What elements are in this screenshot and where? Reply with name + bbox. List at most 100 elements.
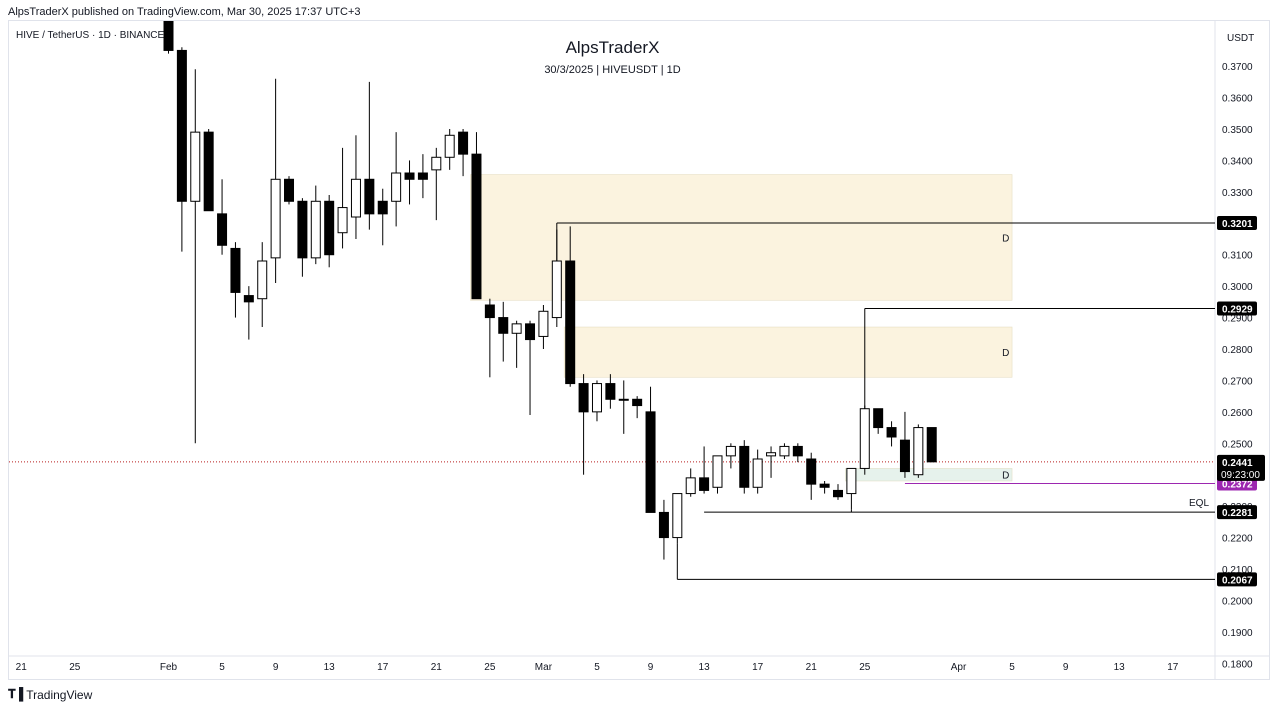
candle-body-31[interactable]: [578, 383, 589, 413]
candle-body-0[interactable]: [163, 13, 174, 51]
candle-body-27[interactable]: [525, 323, 536, 341]
price-badge-0.2929[interactable]: [1217, 301, 1257, 316]
candle-body-7[interactable]: [257, 260, 268, 300]
last-price-badge[interactable]: [1217, 454, 1265, 481]
candle-body-17[interactable]: [391, 172, 402, 202]
y-tick-label-0.2100: 0.2100: [1222, 565, 1253, 576]
candle-body-50[interactable]: [833, 489, 843, 498]
y-axis-unit-label: USDT: [1227, 33, 1254, 44]
candle-body-35[interactable]: [632, 398, 643, 407]
candle-body-25[interactable]: [498, 317, 509, 334]
x-tick-label-18: 9: [1063, 662, 1069, 673]
price-badge-0.2929-text: 0.2929: [1222, 304, 1253, 315]
candle-body-30[interactable]: [565, 260, 576, 385]
demand-zone-3[interactable]: [845, 468, 1013, 482]
price-badge-0.2067[interactable]: [1217, 572, 1257, 587]
candle-body-36[interactable]: [645, 411, 656, 513]
price-badge-0.2281[interactable]: [1217, 505, 1257, 520]
candle-body-14[interactable]: [350, 178, 361, 218]
candle-body-23[interactable]: [471, 153, 482, 300]
x-tick-label-6: 17: [377, 662, 389, 673]
candle-body-57[interactable]: [926, 427, 937, 463]
candle-body-34[interactable]: [618, 398, 629, 401]
candle-body-29[interactable]: [551, 260, 562, 319]
y-tick-label-0.2200: 0.2200: [1222, 534, 1253, 545]
candle-body-41[interactable]: [712, 455, 723, 488]
x-tick-label-19: 13: [1114, 662, 1126, 673]
footer-brand[interactable]: 𝐓▐ TradingView: [8, 687, 92, 702]
candle-body-53[interactable]: [873, 408, 884, 429]
candle-body-32[interactable]: [591, 383, 602, 413]
x-tick-label-9: Mar: [535, 662, 553, 673]
candle-body-47[interactable]: [792, 445, 803, 457]
candle-body-44[interactable]: [752, 458, 763, 488]
candle-body-38[interactable]: [672, 493, 683, 539]
candle-body-52[interactable]: [859, 408, 870, 469]
publisher-caption: AlpsTraderX published on TradingView.com…: [8, 6, 361, 18]
y-tick-label-0.2800: 0.2800: [1222, 345, 1253, 356]
y-tick-label-0.3000: 0.3000: [1222, 282, 1253, 293]
x-tick-label-15: 25: [859, 662, 871, 673]
candle-body-4[interactable]: [217, 213, 228, 246]
candle-body-24[interactable]: [484, 304, 495, 319]
candle-body-33[interactable]: [605, 383, 616, 400]
candle-body-22[interactable]: [458, 131, 469, 155]
candle-body-16[interactable]: [377, 200, 388, 215]
y-tick-label-0.2700: 0.2700: [1222, 376, 1253, 387]
demand-zone-1[interactable]: [470, 174, 1013, 301]
candle-body-20[interactable]: [431, 156, 442, 171]
x-tick-label-13: 17: [752, 662, 764, 673]
x-tick-label-1: 25: [69, 662, 81, 673]
candle-body-46[interactable]: [779, 445, 790, 457]
candle-body-40[interactable]: [699, 477, 710, 491]
candle-body-6[interactable]: [243, 295, 254, 303]
x-tick-label-17: 5: [1009, 662, 1015, 673]
candle-body-2[interactable]: [190, 131, 201, 202]
candle-body-56[interactable]: [913, 427, 924, 476]
last-price-value: 0.2441: [1222, 458, 1253, 469]
candle-body-13[interactable]: [337, 207, 348, 234]
price-badge-0.3201[interactable]: [1217, 215, 1257, 230]
candle-body-26[interactable]: [511, 323, 522, 334]
zone-label-2: D: [1002, 348, 1009, 359]
candle-body-55[interactable]: [899, 439, 910, 473]
y-tick-label-0.3600: 0.3600: [1222, 94, 1253, 105]
x-tick-label-7: 21: [431, 662, 443, 673]
tradingview-logo-icon: 𝐓▐: [8, 687, 23, 701]
x-tick-label-14: 21: [806, 662, 818, 673]
x-tick-label-11: 9: [648, 662, 654, 673]
x-tick-label-10: 5: [594, 662, 600, 673]
candle-body-45[interactable]: [766, 452, 777, 457]
candle-body-21[interactable]: [444, 134, 455, 158]
y-tick-label-0.1800: 0.1800: [1222, 659, 1253, 670]
demand-zone-2[interactable]: [563, 326, 1013, 378]
candle-body-43[interactable]: [739, 445, 750, 488]
candle-body-48[interactable]: [806, 458, 817, 485]
candle-body-12[interactable]: [324, 200, 335, 256]
x-tick-label-16: Apr: [951, 662, 967, 673]
y-tick-label-0.3300: 0.3300: [1222, 188, 1253, 199]
candle-body-11[interactable]: [310, 200, 321, 259]
candle-body-1[interactable]: [176, 49, 187, 202]
candle-body-18[interactable]: [404, 172, 415, 180]
candle-body-49[interactable]: [819, 483, 830, 488]
candle-body-54[interactable]: [886, 427, 897, 438]
candles-group: [163, 13, 937, 560]
candle-body-37[interactable]: [658, 511, 669, 539]
ticker-label[interactable]: HIVE / TetherUS · 1D · BINANCE: [16, 30, 165, 41]
candle-body-10[interactable]: [297, 200, 308, 259]
candle-body-28[interactable]: [538, 310, 549, 337]
candle-body-19[interactable]: [417, 172, 428, 180]
candle-body-42[interactable]: [725, 445, 736, 457]
y-tick-label-0.3100: 0.3100: [1222, 251, 1253, 262]
candle-body-39[interactable]: [685, 477, 696, 495]
candle-body-15[interactable]: [364, 178, 375, 215]
candle-body-5[interactable]: [230, 247, 241, 293]
candle-body-51[interactable]: [846, 467, 857, 495]
candle-body-9[interactable]: [284, 178, 295, 202]
candle-body-3[interactable]: [203, 131, 214, 212]
candle-body-8[interactable]: [270, 178, 281, 259]
price-badge-0.2372-text: 0.2372: [1222, 480, 1253, 491]
price-badge-0.3201-text: 0.3201: [1222, 219, 1253, 230]
